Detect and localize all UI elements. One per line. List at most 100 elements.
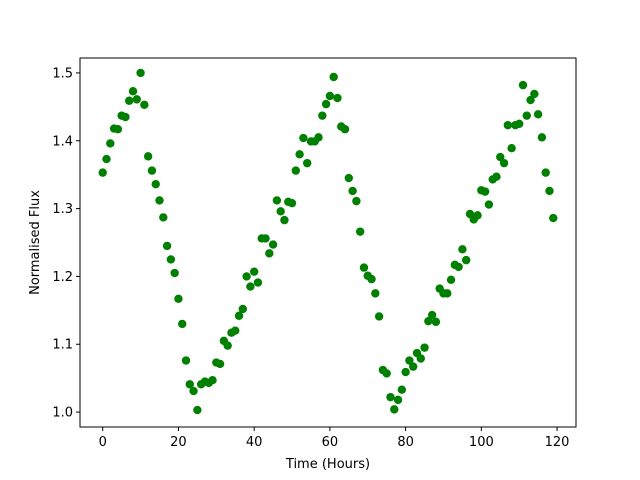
- data-point: [170, 268, 179, 278]
- data-point: [352, 196, 361, 206]
- data-point: [98, 168, 107, 177]
- data-point: [276, 207, 285, 216]
- x-tick-label: 60: [322, 435, 339, 450]
- data-point: [348, 186, 357, 196]
- data-point: [382, 369, 391, 378]
- data-point: [223, 341, 232, 350]
- data-point: [166, 255, 176, 264]
- data-point: [215, 359, 225, 369]
- data-point: [371, 289, 380, 298]
- data-point: [291, 166, 301, 175]
- data-point: [515, 119, 524, 128]
- x-axis-label: Time (Hours): [285, 457, 370, 472]
- data-point: [480, 187, 490, 196]
- data-point: [424, 316, 433, 326]
- data-point: [185, 380, 195, 389]
- x-tick-label: 120: [545, 435, 570, 450]
- data-point: [174, 294, 183, 303]
- data-point: [416, 354, 425, 363]
- data-point: [231, 326, 240, 335]
- data-point: [178, 319, 187, 329]
- data-point: [340, 125, 350, 134]
- data-point: [189, 386, 198, 396]
- data-point: [397, 385, 407, 394]
- data-point: [128, 87, 138, 96]
- data-point: [549, 213, 558, 223]
- data-point: [427, 310, 437, 320]
- data-point: [533, 110, 543, 119]
- data-point: [446, 275, 456, 285]
- plot-area-frame: [79, 57, 577, 428]
- data-point: [454, 262, 463, 272]
- data-point: [102, 154, 111, 164]
- data-point: [125, 96, 134, 105]
- y-tick-label: 1.5: [52, 66, 73, 81]
- data-point: [268, 240, 278, 249]
- data-point: [113, 125, 123, 134]
- data-point: [526, 95, 535, 105]
- x-tick-label: 80: [397, 435, 414, 450]
- x-axis: 0 20 40 60 80 100 120: [99, 427, 570, 450]
- y-tick-label: 1.4: [52, 134, 73, 149]
- data-point: [314, 133, 323, 142]
- data-point: [390, 405, 399, 414]
- data-point: [121, 112, 130, 122]
- data-point: [238, 304, 248, 314]
- data-point: [321, 99, 331, 109]
- data-point: [537, 133, 547, 142]
- data-point: [333, 93, 342, 103]
- data-point: [181, 356, 191, 365]
- data-points: [98, 68, 558, 415]
- data-point: [374, 312, 384, 321]
- data-point: [492, 172, 501, 181]
- data-point: [541, 168, 550, 177]
- y-tick-label: 1.1: [52, 338, 73, 353]
- x-tick-label: 100: [469, 435, 494, 450]
- data-point: [518, 80, 528, 90]
- data-point: [503, 120, 513, 130]
- data-point: [473, 211, 482, 220]
- data-point: [106, 139, 115, 148]
- y-tick-label: 1.3: [52, 202, 73, 217]
- data-point: [208, 375, 217, 385]
- data-point: [386, 392, 395, 402]
- x-tick-label: 40: [246, 435, 263, 450]
- data-point: [499, 158, 509, 168]
- data-point: [344, 173, 354, 183]
- y-axis: 1.0 1.1 1.2 1.3 1.4 1.5: [52, 66, 80, 421]
- data-point: [193, 405, 202, 415]
- data-point: [147, 166, 157, 175]
- data-point: [143, 152, 153, 161]
- data-point: [272, 196, 282, 205]
- data-point: [246, 282, 255, 291]
- x-tick-label: 0: [99, 435, 107, 450]
- data-point: [155, 196, 164, 205]
- data-point: [443, 289, 452, 298]
- data-point: [234, 311, 244, 320]
- data-point: [151, 179, 160, 189]
- data-point: [530, 89, 539, 99]
- data-point: [405, 356, 414, 365]
- x-tick-label: 20: [170, 435, 187, 450]
- data-point: [408, 362, 418, 371]
- y-axis-label: Normalised Flux: [28, 190, 43, 295]
- data-point: [140, 100, 149, 110]
- data-point: [136, 68, 145, 78]
- data-point: [261, 234, 270, 243]
- y-tick-label: 1.2: [52, 270, 73, 285]
- data-point: [355, 227, 365, 236]
- data-point: [393, 395, 403, 405]
- data-point: [431, 317, 441, 327]
- data-point: [507, 144, 516, 153]
- data-point: [299, 133, 308, 143]
- data-point: [132, 95, 141, 104]
- data-point: [522, 111, 531, 120]
- data-point: [318, 111, 327, 120]
- data-point: [159, 213, 168, 222]
- data-point: [242, 272, 251, 281]
- data-point: [249, 267, 259, 276]
- data-point: [302, 158, 312, 168]
- data-point: [162, 241, 172, 251]
